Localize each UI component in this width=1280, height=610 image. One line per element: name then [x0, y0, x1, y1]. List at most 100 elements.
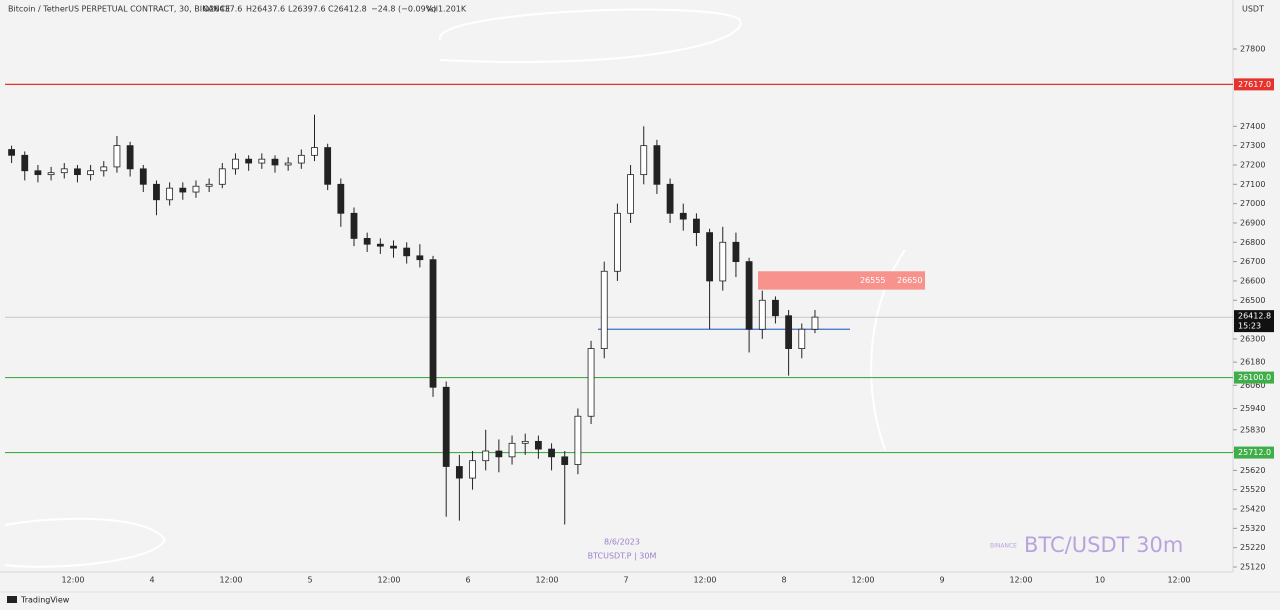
watermark-exchange: BINANCE	[990, 543, 1017, 550]
x-tick-label: 4	[149, 576, 154, 585]
x-tick-label: 9	[939, 576, 944, 585]
y-tick-label: 26800	[1240, 238, 1265, 247]
candle-body	[232, 158, 239, 170]
candle-body	[284, 162, 292, 166]
candle-body	[179, 187, 187, 193]
y-tick-label: 27100	[1240, 180, 1265, 189]
x-tick-label: 12:00	[1167, 576, 1190, 585]
candle-body	[34, 170, 42, 176]
y-tick-label: 25220	[1240, 543, 1265, 552]
y-tick-label: 26600	[1240, 276, 1265, 285]
sketch	[4, 517, 167, 568]
logo	[7, 596, 17, 603]
y-tick-label: 26060	[1240, 381, 1265, 390]
y-tick-label: 26500	[1240, 296, 1265, 305]
candle-body	[614, 212, 621, 272]
candle-body	[126, 145, 134, 170]
x-tick-label: 12:00	[1009, 576, 1032, 585]
candle-body	[337, 183, 345, 214]
candle-body	[798, 328, 806, 349]
y-tick-label: 26180	[1240, 358, 1265, 367]
candle-body	[772, 299, 779, 317]
y-tick-label: 25520	[1240, 485, 1265, 494]
candle-body	[719, 241, 727, 282]
x-tick-label: 7	[623, 576, 628, 585]
candle-body	[363, 238, 371, 245]
candle-body	[587, 348, 595, 417]
x-tick-label: 12:00	[61, 576, 84, 585]
candle-body	[574, 415, 582, 465]
ohlc-high: H26437.6	[246, 5, 285, 14]
symbol-note: BTCUSDT.P | 30M	[588, 552, 657, 561]
candle-body	[785, 315, 793, 349]
x-tick-label: 5	[307, 576, 312, 585]
symbol: Bitcoin / TetherUS PERPETUAL CONTRACT, 3…	[8, 5, 230, 14]
candle-body	[153, 183, 160, 201]
level-label-box	[1234, 371, 1274, 384]
x-tick-label: 10	[1095, 576, 1105, 585]
candle-body	[693, 218, 700, 234]
candle-body	[376, 243, 384, 247]
zone-label: 26555	[860, 276, 885, 285]
y-tick-label: 27300	[1240, 141, 1265, 150]
y-tick-label: 26300	[1240, 334, 1265, 343]
candle-body	[297, 154, 305, 164]
candle-body	[271, 158, 279, 166]
y-tick-label: 26900	[1240, 218, 1265, 227]
sketch	[870, 249, 906, 451]
y-tick-label: 26700	[1240, 257, 1265, 266]
volume: Vol1.201K	[426, 5, 467, 14]
countdown: 15:23	[1238, 322, 1261, 331]
candle-body	[113, 145, 121, 168]
candle-body	[47, 172, 55, 176]
candle-body	[548, 448, 555, 458]
candle-body	[139, 168, 147, 185]
y-tick-label: 27000	[1240, 199, 1265, 208]
candle-body	[508, 442, 516, 458]
candle-body	[311, 147, 318, 156]
y-tick-label: 27400	[1240, 122, 1265, 131]
candle-body	[8, 149, 15, 156]
candle-body	[745, 261, 753, 330]
candle-body	[100, 166, 108, 172]
candle-body	[350, 212, 358, 239]
candle-body	[600, 270, 608, 349]
candle-body	[416, 255, 424, 261]
y-tick-label: 25940	[1240, 404, 1265, 413]
candle-body	[469, 460, 476, 479]
x-tick-label: 8	[781, 576, 786, 585]
x-tick-label: 12:00	[851, 576, 874, 585]
candle-body	[521, 440, 529, 444]
ohlc-close: C26412.8	[328, 5, 367, 14]
candle-body	[666, 183, 674, 214]
candle-body	[429, 259, 437, 388]
zone	[758, 271, 925, 290]
candle-body	[60, 168, 68, 174]
level-label: 26100.0	[1238, 373, 1271, 382]
candle-body	[87, 170, 95, 176]
candle-body	[258, 158, 266, 164]
candle-body	[192, 185, 200, 193]
sketch	[438, 8, 742, 63]
change: −24.8 (−0.09%)	[371, 5, 436, 14]
level-label-box	[1234, 78, 1274, 91]
candle-body	[205, 183, 213, 187]
level-label-box	[1234, 446, 1274, 459]
candle-body	[482, 450, 490, 462]
ohlc-open: O26437.6	[203, 5, 242, 14]
x-tick-label: 6	[465, 576, 470, 585]
currency: USDT	[1242, 5, 1264, 14]
candle-body	[732, 241, 740, 263]
candle-body	[324, 147, 332, 185]
candle-body	[811, 316, 819, 330]
candle-body	[534, 440, 542, 450]
x-tick-label: 12:00	[377, 576, 400, 585]
candle-body	[74, 168, 81, 176]
watermark: BTC/USDT 30m	[1024, 533, 1183, 557]
candle-body	[706, 232, 713, 282]
date-note: 8/6/2023	[604, 538, 640, 547]
candle-body	[455, 466, 463, 479]
candle-body	[166, 187, 174, 201]
